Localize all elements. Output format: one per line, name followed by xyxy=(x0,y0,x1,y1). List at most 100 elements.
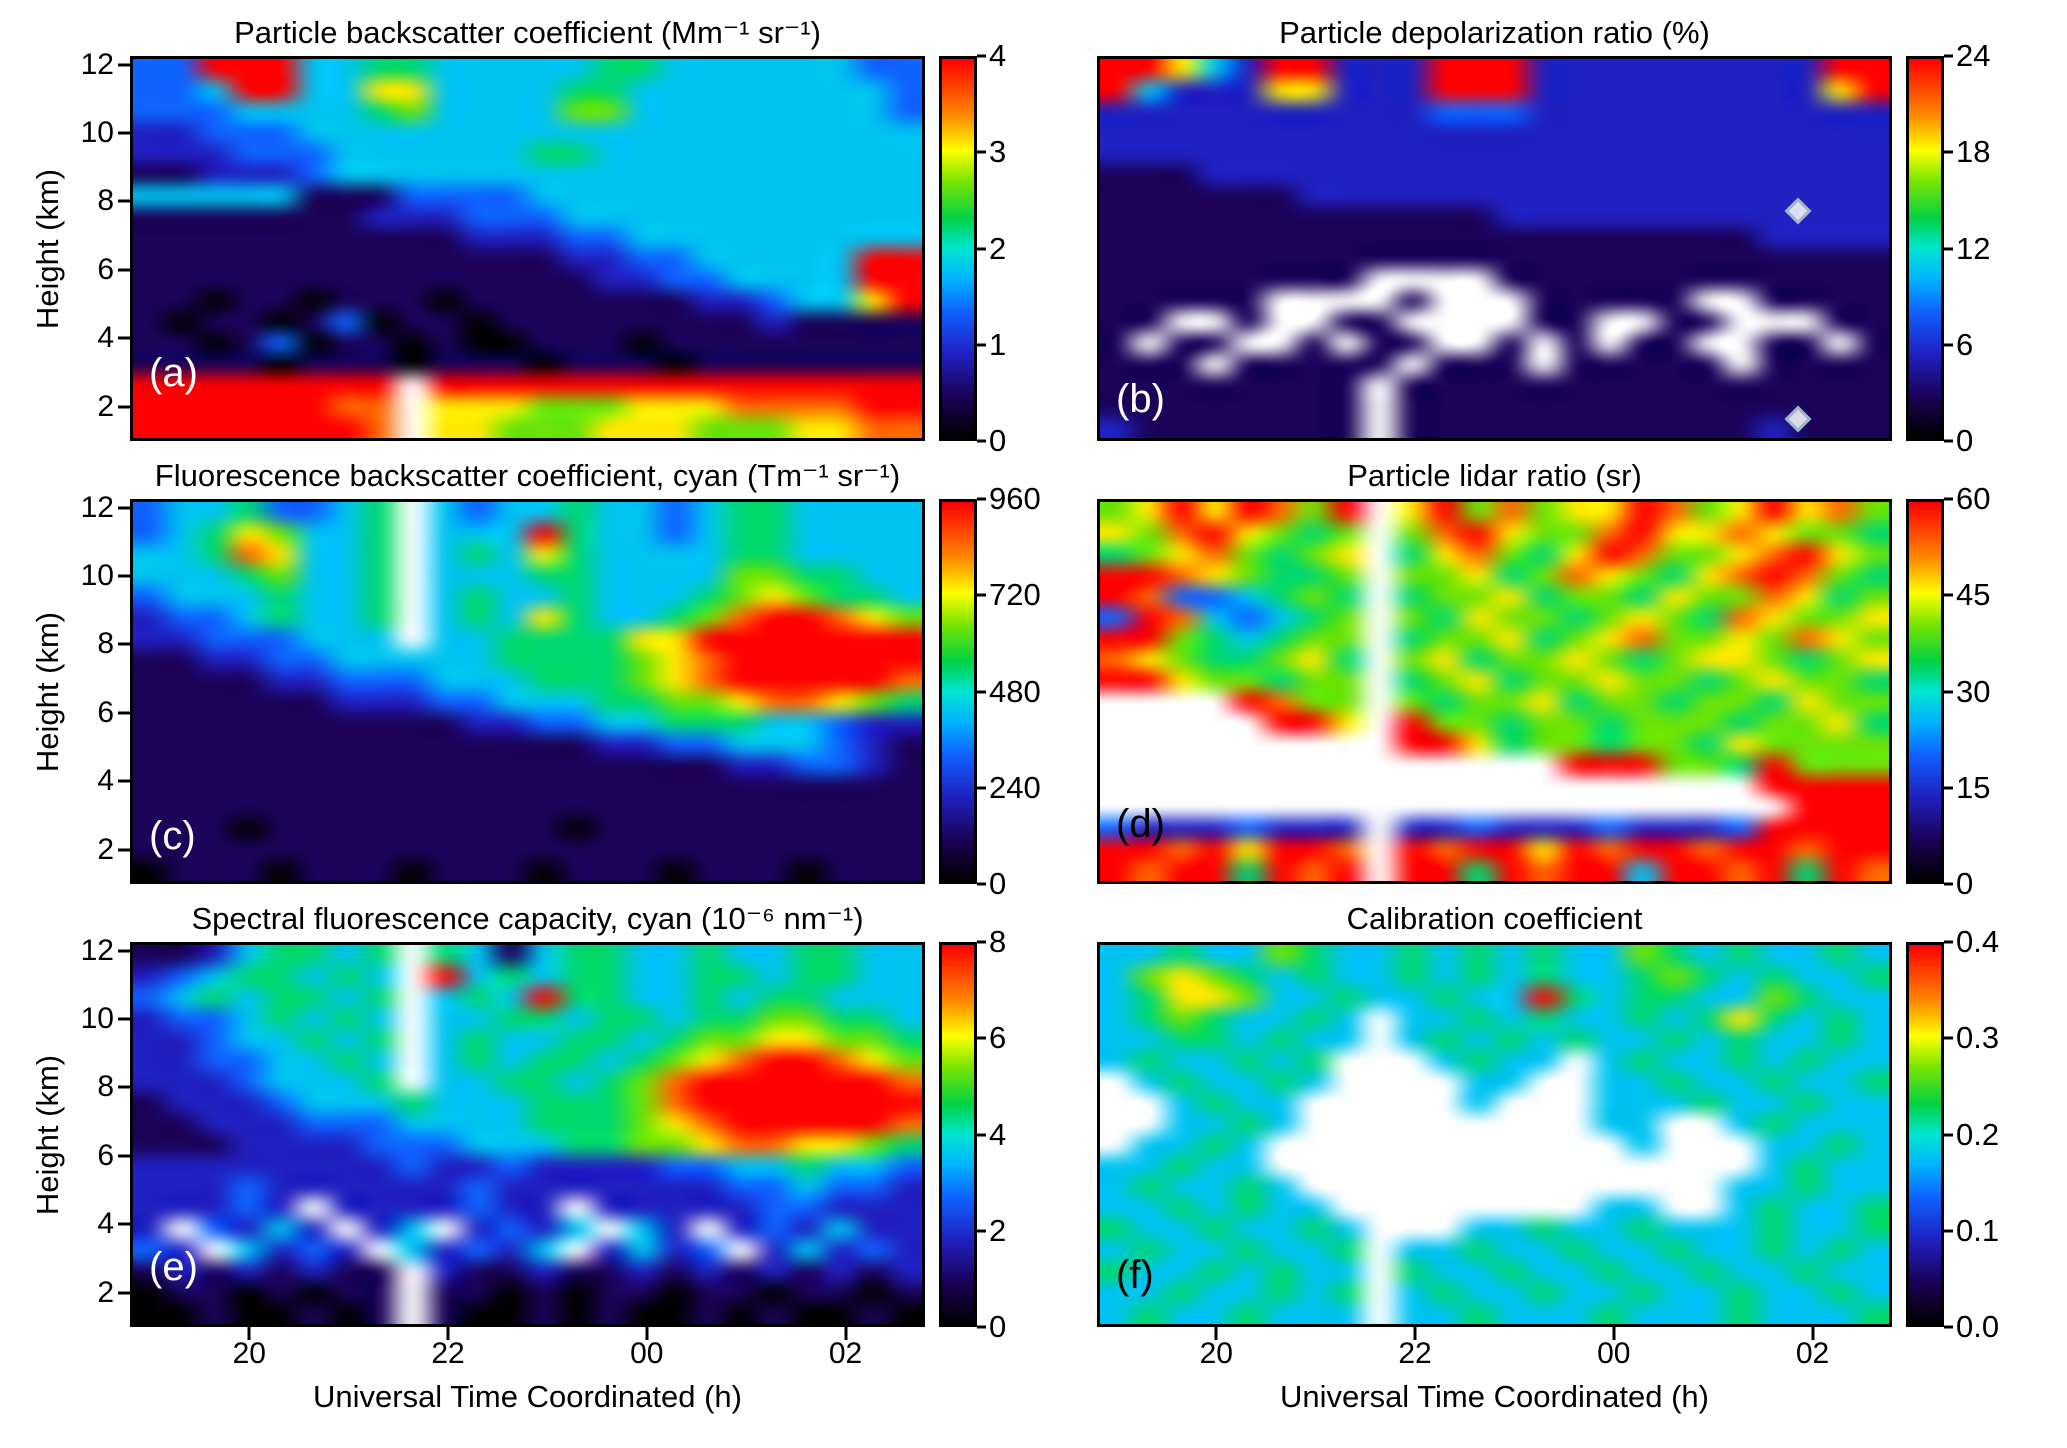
y-tick-label: 4 xyxy=(97,764,114,798)
colorbar-gradient-a xyxy=(942,59,974,438)
colorbar-tick-label: 3 xyxy=(989,134,1007,170)
colorbar-tick-label: 0 xyxy=(989,1309,1007,1344)
colorbar-tick-label: 4 xyxy=(989,38,1007,73)
x-axis-label: Universal Time Coordinated (h) xyxy=(1279,1379,1709,1414)
colorbar-tick-label: 18 xyxy=(1956,134,1991,170)
colorbar-tick-label: 0.0 xyxy=(1956,1309,2000,1344)
colorbar-tick-mark xyxy=(977,1036,986,1040)
y-tick-labels: 12 10 8 6 4 2 xyxy=(70,491,130,884)
colorbar-tick-mark xyxy=(977,882,986,886)
heatmap-b: (b) xyxy=(1097,56,1892,441)
x-tick-label: 02 xyxy=(1795,1337,1830,1370)
x-tick-mark xyxy=(645,1327,649,1340)
colorbar-tick-mark xyxy=(1944,497,1953,501)
heatmap-canvas-a xyxy=(133,59,922,438)
colorbar-tick-mark xyxy=(977,1229,986,1233)
colorbar-gradient-c xyxy=(942,502,974,881)
y-tick-label: 2 xyxy=(97,389,114,423)
y-tick-mark xyxy=(118,848,130,852)
heatmap-e: (e) xyxy=(130,942,925,1327)
y-axis-label: Height (km) xyxy=(30,1054,66,1215)
colorbar-tick-label: 0 xyxy=(1956,866,1974,901)
colorbar-gradient-f xyxy=(1909,945,1941,1324)
colorbar-d xyxy=(1906,499,1944,884)
panel-a-title: Particle backscatter coefficient (Mm⁻¹ s… xyxy=(234,15,821,50)
y-tick-mark xyxy=(118,268,130,272)
colorbar-tick-label: 4 xyxy=(989,1116,1007,1152)
x-tick-labels: 20 22 00 02 xyxy=(1097,1327,1892,1377)
panel-e-row: Height (km) 12 10 8 6 4 2 (e) 8 6 4 2 0 xyxy=(26,924,1067,1344)
panel-b-row: (b) 24 18 12 6 0 xyxy=(1097,38,2067,458)
colorbar-tick-mark xyxy=(977,497,986,501)
heatmap-c: (c) xyxy=(130,499,925,884)
colorbar-tick-mark xyxy=(977,690,986,693)
x-tick-label: 02 xyxy=(828,1337,863,1370)
y-tick-label: 8 xyxy=(97,627,114,661)
x-tick-mark xyxy=(844,1327,847,1340)
heatmap-f: (f) xyxy=(1097,942,1892,1327)
y-tick-label: 10 xyxy=(80,1002,114,1035)
heatmap-canvas-e xyxy=(133,945,922,1324)
y-axis-label: Height (km) xyxy=(30,168,66,329)
colorbar-tick-label: 60 xyxy=(1956,481,1991,516)
colorbar-tick-mark xyxy=(977,1133,986,1136)
colorbar-tick-mark xyxy=(1944,882,1953,886)
heatmap-a: (a) xyxy=(130,56,925,441)
x-tick-label: 20 xyxy=(232,1337,266,1370)
panel-f: Calibration coefficient (f) 0.4 0.3 0.2 0.1… xyxy=(1067,898,2067,1423)
colorbar-tick-mark xyxy=(977,247,986,250)
colorbar-tick-label: 720 xyxy=(989,577,1041,613)
x-tick-mark xyxy=(1413,1327,1417,1340)
panel-c-row: Height (km) 12 10 8 6 4 2 (c) 960 720 480 240 0 xyxy=(26,481,1067,901)
colorbar-tick-mark xyxy=(1944,439,1953,443)
heatmap-canvas-d xyxy=(1100,502,1889,881)
y-tick-mark xyxy=(118,1154,130,1158)
colorbar-tick-mark xyxy=(1944,343,1953,347)
colorbar-tick-mark xyxy=(1944,247,1953,250)
colorbar-gradient-d xyxy=(1909,502,1941,881)
colorbar-tick-label: 0.1 xyxy=(1956,1212,2000,1248)
colorbar-tick-mark xyxy=(977,439,986,443)
colorbar-tick-mark xyxy=(1944,1036,1953,1040)
x-tick-mark xyxy=(446,1327,450,1340)
x-tick-label: 00 xyxy=(630,1337,664,1370)
colorbar-tick-label: 0.3 xyxy=(1956,1020,2000,1056)
colorbar-gradient-b xyxy=(1909,59,1941,438)
colorbar-tick-label: 45 xyxy=(1956,577,1991,613)
x-tick-label: 22 xyxy=(431,1337,465,1370)
y-tick-mark xyxy=(118,1017,130,1021)
y-axis-label: Height (km) xyxy=(30,611,66,772)
colorbar-tick-label: 0 xyxy=(989,423,1007,458)
colorbar-tick-mark xyxy=(1944,1133,1953,1136)
y-tick-labels: 12 10 8 6 4 2 xyxy=(70,934,130,1327)
x-tick-labels: 20 22 00 02 xyxy=(130,1327,925,1377)
y-tick-mark xyxy=(118,574,130,578)
y-tick-mark xyxy=(118,642,130,646)
y-tick-mark xyxy=(118,131,130,135)
y-tick-mark xyxy=(118,63,130,67)
y-tick-label: 4 xyxy=(97,1207,114,1241)
y-tick-label: 10 xyxy=(80,116,114,149)
y-tick-label: 2 xyxy=(97,1275,114,1309)
y-tick-mark xyxy=(118,336,130,340)
y-tick-label: 4 xyxy=(97,321,114,355)
y-tick-label: 6 xyxy=(97,695,114,729)
colorbar-tick-label: 2 xyxy=(989,230,1007,266)
colorbar-tick-label: 24 xyxy=(1956,38,1991,73)
heatmap-d: (d) xyxy=(1097,499,1892,884)
panel-letter-a: (a) xyxy=(149,351,198,395)
y-tick-label: 12 xyxy=(80,47,114,81)
colorbar-tick-mark xyxy=(1944,150,1953,154)
panel-c-title: Fluorescence backscatter coefficient, cy… xyxy=(154,458,901,493)
panel-letter-b: (b) xyxy=(1116,377,1165,421)
colorbar-tick-label: 0 xyxy=(989,866,1007,901)
panel-c: Fluorescence backscatter coefficient, cy… xyxy=(26,455,1067,901)
panel-e: Spectral fluorescence capacity, cyan (10… xyxy=(26,898,1067,1423)
colorbar-e xyxy=(939,942,977,1327)
x-tick-mark xyxy=(247,1327,251,1340)
colorbar-tick-mark xyxy=(977,940,986,944)
y-tick-mark xyxy=(118,1222,130,1226)
x-tick-mark xyxy=(1811,1327,1814,1340)
colorbar-tick-label: 0.2 xyxy=(1956,1116,2000,1152)
colorbar-tick-mark xyxy=(1944,1325,1953,1329)
